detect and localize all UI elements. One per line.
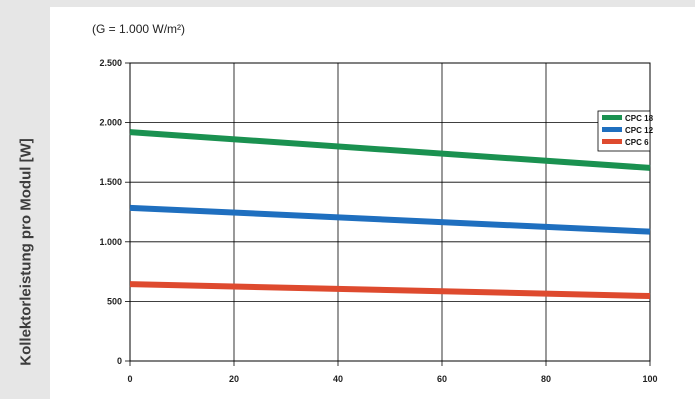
series-line <box>129 204 651 235</box>
y-tick-label: 1.500 <box>99 177 122 187</box>
legend-label: CPC 6 <box>625 138 649 147</box>
series-line <box>129 129 651 171</box>
plot-frame <box>129 62 651 362</box>
x-tick-label: 100 <box>642 374 657 384</box>
x-tick-label: 60 <box>437 374 447 384</box>
y-tick-label: 1.000 <box>99 237 122 247</box>
legend-swatch <box>602 115 622 120</box>
series-line <box>129 281 651 300</box>
legend-label: CPC 18 <box>625 114 654 123</box>
legend-swatch <box>602 139 622 144</box>
chart-panel <box>50 7 695 399</box>
legend-swatch <box>602 127 622 132</box>
axis-label-strip: Kollektorleistung pro Modul [W] <box>0 0 50 399</box>
x-tick-label: 20 <box>229 374 239 384</box>
x-tick-label: 80 <box>541 374 551 384</box>
chart-subtitle: (G = 1.000 W/m²) <box>92 22 186 36</box>
x-tick-label: 0 <box>127 374 132 384</box>
legend-label: CPC 12 <box>625 126 654 135</box>
x-tick-label: 40 <box>333 374 343 384</box>
y-tick-label: 2.000 <box>99 118 122 128</box>
y-tick-label: 2.500 <box>99 58 122 68</box>
y-tick-label: 0 <box>117 356 122 366</box>
y-tick-label: 500 <box>107 296 122 306</box>
